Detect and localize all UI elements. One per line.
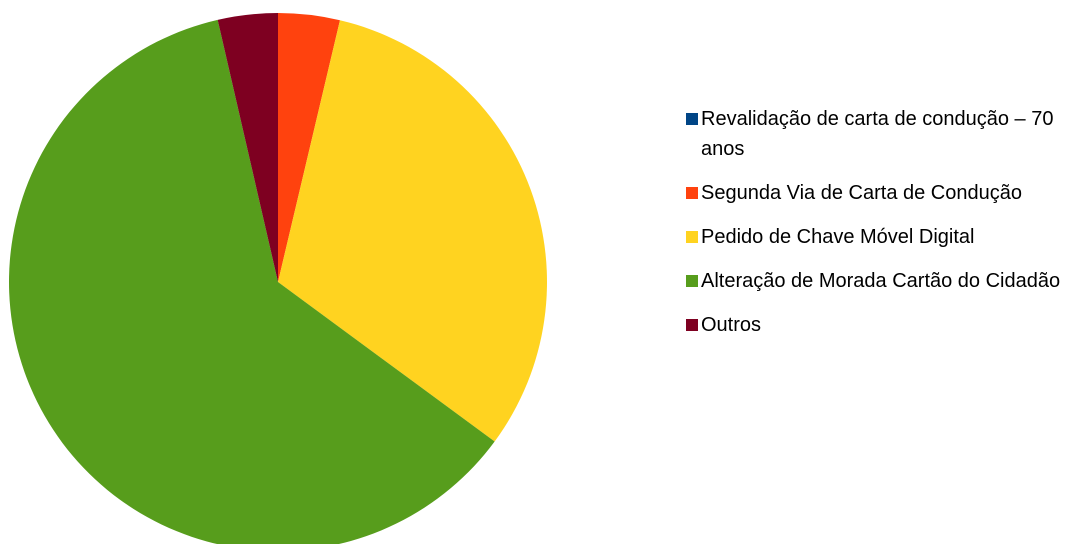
pie-slice xyxy=(278,13,340,282)
pie-slice xyxy=(217,13,278,282)
pie-slice xyxy=(9,19,495,544)
legend-label: Outros xyxy=(701,314,762,336)
legend-item: Pedido de Chave Móvel Digital xyxy=(686,222,1075,252)
legend-label: Revalidação de carta de condução – 70 an… xyxy=(701,108,1054,160)
legend-item: Outros xyxy=(686,310,1075,340)
legend: Revalidação de carta de condução – 70 an… xyxy=(686,104,1075,354)
legend-swatch xyxy=(686,187,698,199)
legend-swatch xyxy=(686,231,698,243)
legend-swatch xyxy=(686,113,698,125)
legend-label: Segunda Via de Carta de Condução xyxy=(701,182,1022,204)
legend-swatch xyxy=(686,319,698,331)
legend-swatch xyxy=(686,275,698,287)
legend-label: Alteração de Morada Cartão do Cidadão xyxy=(701,270,1061,292)
pie-slice xyxy=(278,20,547,442)
legend-label: Pedido de Chave Móvel Digital xyxy=(701,226,975,248)
legend-item: Revalidação de carta de condução – 70 an… xyxy=(686,104,1075,164)
legend-item: Segunda Via de Carta de Condução xyxy=(686,178,1075,208)
legend-item: Alteração de Morada Cartão do Cidadão xyxy=(686,266,1075,296)
